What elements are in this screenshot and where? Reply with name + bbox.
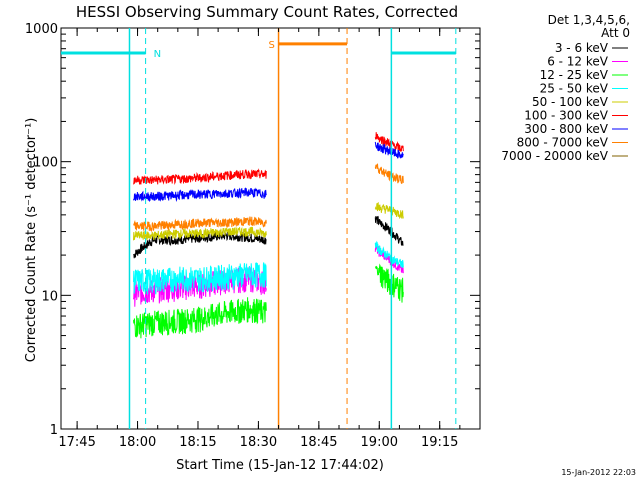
legend-label: 7000 - 20000 keV [501, 149, 608, 163]
timestamp: 15-Jan-2012 22:03 [561, 468, 636, 477]
chart-title: HESSI Observing Summary Count Rates, Cor… [76, 3, 458, 21]
legend-label: 50 - 100 keV [532, 95, 609, 109]
series-line [133, 226, 267, 241]
x-tick-label: 19:15 [421, 435, 458, 450]
series-layer [133, 132, 404, 339]
legend-label: 6 - 12 keV [547, 55, 609, 69]
legend-label: 12 - 25 keV [540, 68, 609, 82]
legend-label: 800 - 7000 keV [517, 136, 609, 150]
legend-label: 100 - 300 keV [524, 109, 608, 123]
marker-label: S [269, 40, 275, 51]
x-tick-label: 17:45 [58, 435, 95, 450]
y-tick-label: 100 [33, 156, 58, 171]
series-line [374, 163, 404, 185]
y-tick-label: 1 [50, 423, 58, 438]
legend-label: 3 - 6 keV [555, 41, 609, 55]
series-line [133, 297, 267, 339]
plot-frame [60, 27, 481, 430]
series-line [133, 230, 267, 259]
series-line [133, 262, 267, 295]
y-axis-label: Corrected Count Rate (s⁻¹ detector⁻¹) [24, 118, 39, 363]
series-line [133, 168, 267, 186]
x-tick-label: 18:15 [179, 435, 216, 450]
legend-header-line-2: Att 0 [601, 26, 630, 40]
marker-layer: NS [61, 28, 457, 429]
series-line [133, 216, 267, 233]
x-axis-label: Start Time (15-Jan-12 17:44:02) [176, 458, 384, 473]
marker-label: N [154, 49, 161, 60]
series-line [374, 201, 404, 220]
series-line [375, 263, 404, 303]
series-line [374, 141, 404, 159]
series-line [133, 187, 267, 202]
y-axis: 1 10 100 1000 [25, 22, 480, 438]
y-tick-label: 1000 [25, 22, 58, 37]
series-line [374, 132, 404, 152]
x-tick-label: 19:00 [361, 435, 398, 450]
x-axis: 17:45 18:00 18:15 18:30 18:45 19:00 19:15 [58, 28, 481, 450]
x-tick-label: 18:45 [300, 435, 337, 450]
x-tick-label: 18:30 [240, 435, 277, 450]
legend-label: 25 - 50 keV [540, 82, 609, 96]
legend-header-line-1: Det 1,3,4,5,6, [548, 13, 630, 27]
series-line [374, 240, 404, 268]
y-tick-label: 10 [41, 289, 58, 304]
legend-label: 300 - 800 keV [524, 122, 608, 136]
x-tick-label: 18:00 [119, 435, 156, 450]
series-line [374, 215, 404, 246]
